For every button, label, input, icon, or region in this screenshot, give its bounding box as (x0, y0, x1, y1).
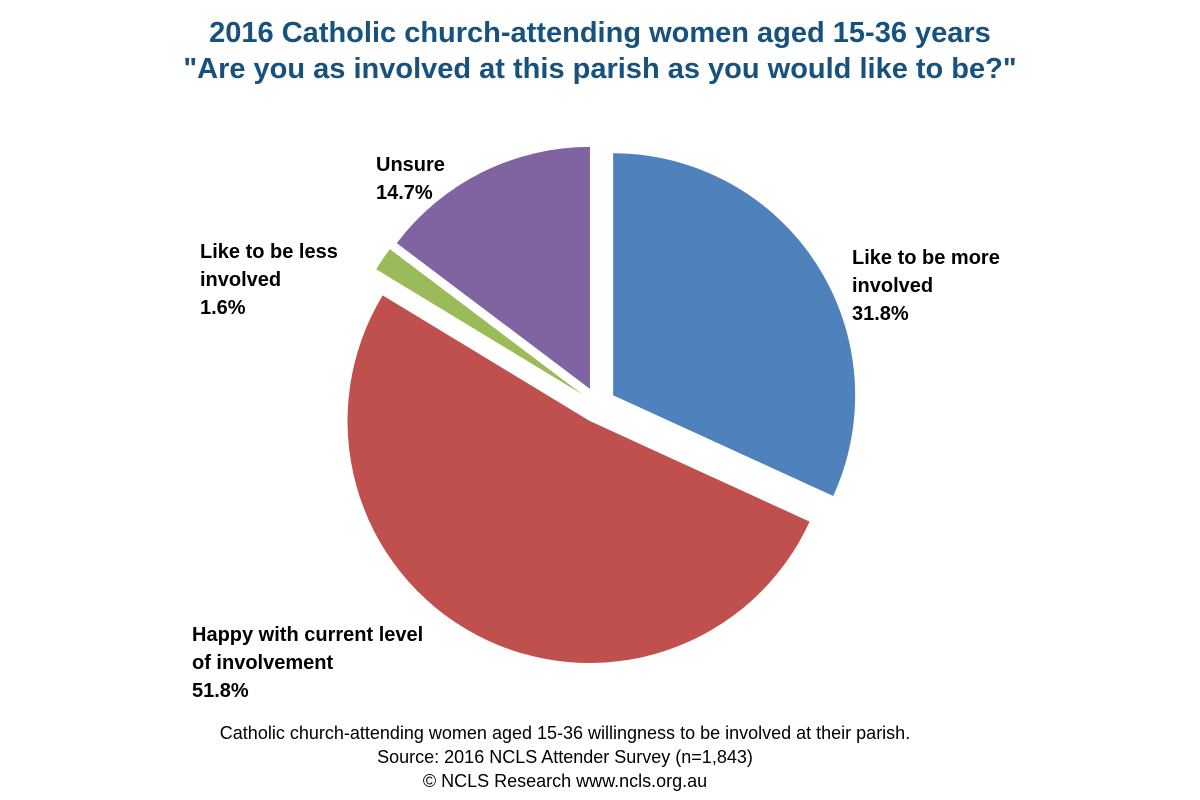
slice-unsure (396, 146, 590, 389)
slice-more-involved (613, 153, 856, 496)
slice-value-label: 14.7% (376, 182, 433, 204)
chart-copyright: © NCLS Research www.ncls.org.au (422, 771, 708, 791)
chart-title-line-1: 2016 Catholic church-attending women age… (209, 17, 991, 49)
slice-label-unsure: Unsure 14.7% (376, 151, 445, 207)
slice-value-label: 1.6% (200, 297, 246, 319)
slice-label-line: of involvement (192, 652, 334, 674)
slice-value-label: 51.8% (192, 680, 249, 702)
slice-label-line: involved (852, 275, 934, 297)
chart-title-line-2: "Are you as involved at this parish as y… (183, 53, 1017, 85)
slice-label-more-involved: Like to be more involved 31.8% (852, 244, 1000, 328)
slice-label-less-involved: Like to be less involved 1.6% (200, 238, 338, 322)
slice-label-line: Unsure (376, 154, 445, 176)
slice-value-label: 31.8% (852, 303, 909, 325)
chart-caption: Catholic church-attending women aged 15-… (219, 723, 911, 743)
slice-label-line: Happy with current level (192, 624, 424, 646)
slice-label-line: involved (200, 269, 282, 291)
slice-label-line: Like to be more (852, 247, 1000, 269)
chart-source: Source: 2016 NCLS Attender Survey (n=1,8… (377, 747, 753, 767)
slice-label-line: Like to be less (200, 241, 338, 263)
slice-label-happy-current: Happy with current level of involvement … (192, 621, 423, 705)
slice-less-involved (376, 249, 584, 395)
slice-happy-current (347, 295, 810, 663)
